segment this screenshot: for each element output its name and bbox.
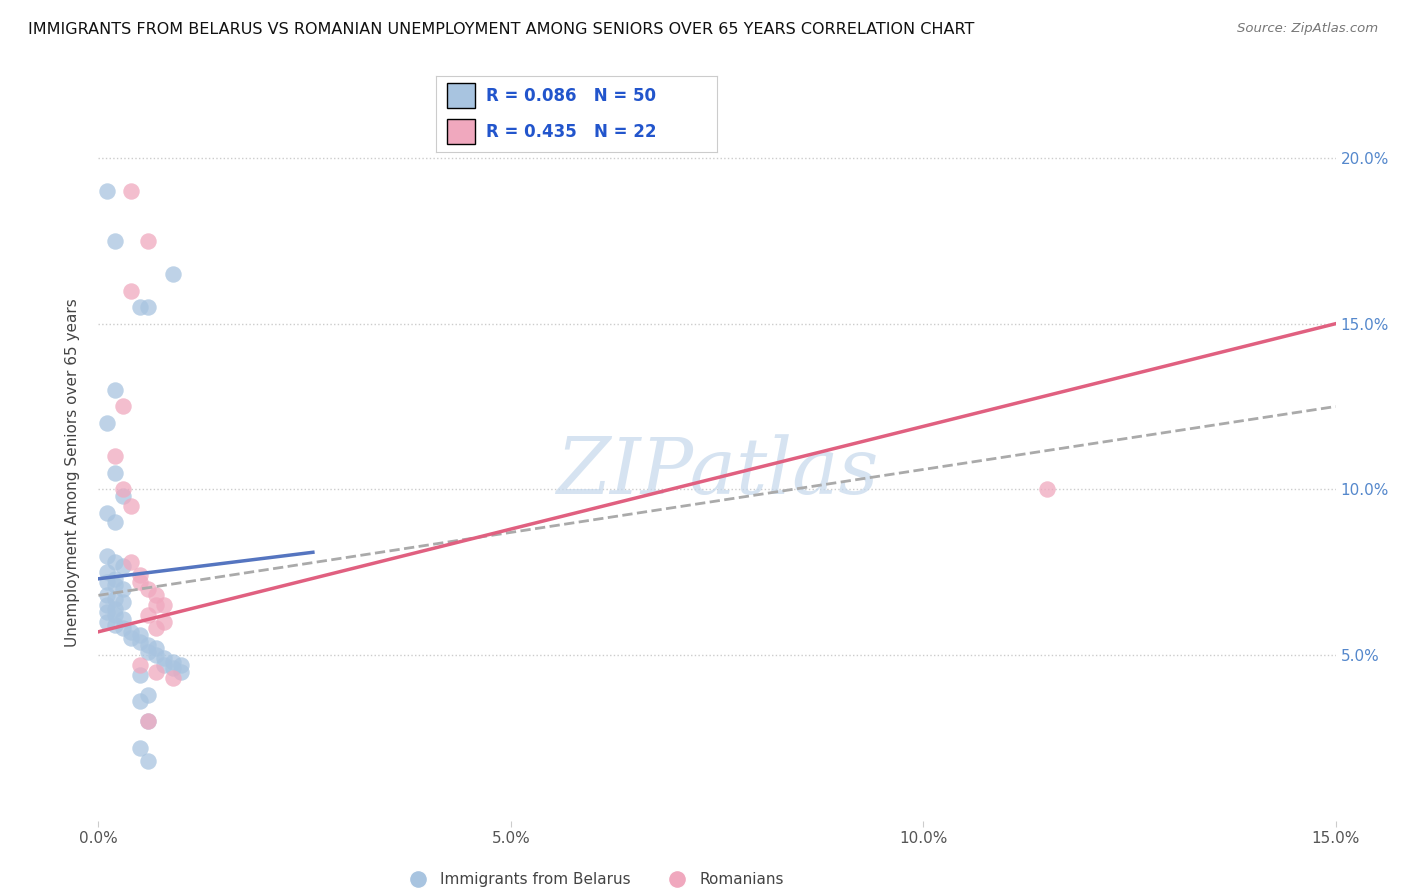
Point bbox=[120, 555, 142, 569]
Point bbox=[96, 416, 118, 430]
Point bbox=[96, 615, 118, 629]
Text: R = 0.435   N = 22: R = 0.435 N = 22 bbox=[486, 123, 657, 141]
Point bbox=[153, 599, 176, 613]
Point bbox=[128, 694, 150, 708]
Point bbox=[153, 651, 176, 665]
Point bbox=[120, 499, 142, 513]
Point bbox=[96, 575, 118, 590]
Point bbox=[112, 622, 135, 636]
Point bbox=[120, 184, 142, 198]
Point bbox=[104, 449, 127, 463]
Point bbox=[136, 638, 159, 652]
Point bbox=[1036, 483, 1059, 497]
Point bbox=[136, 582, 159, 596]
Point bbox=[120, 632, 142, 646]
FancyBboxPatch shape bbox=[447, 119, 475, 144]
Point bbox=[112, 558, 135, 573]
Point bbox=[136, 714, 159, 729]
Point bbox=[136, 300, 159, 314]
Point bbox=[112, 611, 135, 625]
Point bbox=[128, 575, 150, 590]
Point bbox=[128, 740, 150, 755]
Point bbox=[104, 383, 127, 397]
Point bbox=[153, 615, 176, 629]
Text: ZIPatlas: ZIPatlas bbox=[555, 434, 879, 511]
Point bbox=[120, 624, 142, 639]
Point bbox=[162, 661, 184, 675]
Text: R = 0.086   N = 50: R = 0.086 N = 50 bbox=[486, 87, 657, 104]
Point bbox=[96, 565, 118, 579]
Point bbox=[128, 300, 150, 314]
Point bbox=[145, 599, 167, 613]
Point bbox=[104, 608, 127, 623]
Point bbox=[136, 645, 159, 659]
Point bbox=[104, 601, 127, 615]
Point bbox=[128, 568, 150, 582]
Point bbox=[104, 234, 127, 248]
Point bbox=[104, 618, 127, 632]
Point bbox=[136, 754, 159, 768]
Point bbox=[112, 582, 135, 596]
Point bbox=[104, 466, 127, 480]
Point bbox=[112, 483, 135, 497]
Point bbox=[136, 234, 159, 248]
Point bbox=[153, 657, 176, 672]
Point bbox=[96, 588, 118, 602]
Point bbox=[145, 588, 167, 602]
Point bbox=[145, 648, 167, 662]
Point bbox=[96, 184, 118, 198]
FancyBboxPatch shape bbox=[447, 83, 475, 108]
Point bbox=[162, 671, 184, 685]
Point bbox=[170, 665, 193, 679]
Point bbox=[112, 595, 135, 609]
Point bbox=[112, 400, 135, 414]
Point bbox=[128, 634, 150, 648]
Y-axis label: Unemployment Among Seniors over 65 years: Unemployment Among Seniors over 65 years bbox=[65, 299, 80, 647]
Point bbox=[170, 657, 193, 672]
Text: Source: ZipAtlas.com: Source: ZipAtlas.com bbox=[1237, 22, 1378, 36]
Point bbox=[128, 657, 150, 672]
Point bbox=[104, 555, 127, 569]
Point bbox=[112, 489, 135, 503]
Point bbox=[104, 516, 127, 530]
Text: IMMIGRANTS FROM BELARUS VS ROMANIAN UNEMPLOYMENT AMONG SENIORS OVER 65 YEARS COR: IMMIGRANTS FROM BELARUS VS ROMANIAN UNEM… bbox=[28, 22, 974, 37]
Point bbox=[104, 578, 127, 592]
Point bbox=[96, 605, 118, 619]
Point bbox=[136, 688, 159, 702]
Point bbox=[145, 665, 167, 679]
Point bbox=[128, 668, 150, 682]
Point bbox=[96, 549, 118, 563]
Point bbox=[104, 591, 127, 606]
Point bbox=[96, 599, 118, 613]
Point bbox=[136, 714, 159, 729]
Point bbox=[128, 628, 150, 642]
Point bbox=[120, 284, 142, 298]
Point bbox=[145, 622, 167, 636]
Point bbox=[162, 655, 184, 669]
Point bbox=[136, 608, 159, 623]
Point bbox=[145, 641, 167, 656]
Point bbox=[96, 506, 118, 520]
Point bbox=[104, 572, 127, 586]
Point bbox=[162, 267, 184, 281]
Legend: Immigrants from Belarus, Romanians: Immigrants from Belarus, Romanians bbox=[396, 866, 790, 892]
